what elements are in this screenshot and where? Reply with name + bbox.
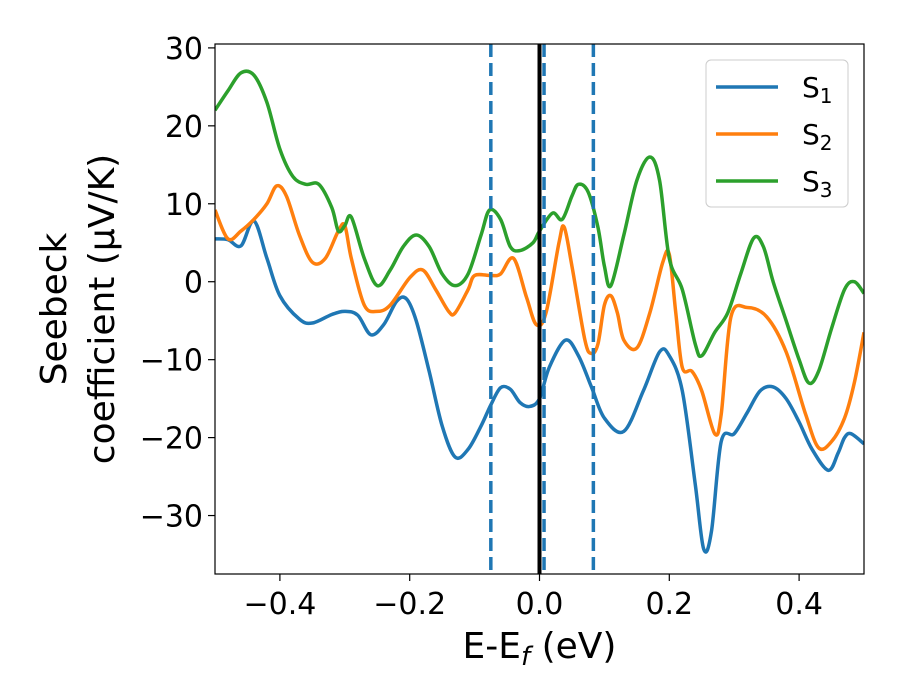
y-tick-label: 0 [184,266,203,301]
x-axis-title: E-Ef (eV) [463,626,617,672]
y-tick-label: 10 [165,188,203,223]
x-tick-label: −0.2 [373,587,446,622]
y-tick-label: −20 [140,422,203,457]
y-tick-label: 20 [165,110,203,145]
x-tick-label: −0.4 [243,587,316,622]
legend-label-s1: S1 [802,71,833,108]
y-axis-title-line1: Seebeck [34,232,75,385]
y-axis-title-line2: coefficient (μV/K) [82,154,123,464]
x-tick-label: 0.4 [775,587,823,622]
y-axis-title: Seebeck coefficient (μV/K) [34,154,123,464]
y-axis: −30 −20 −10 0 10 20 30 [140,32,215,535]
y-tick-label: −30 [140,500,203,535]
x-axis: −0.4 −0.2 0.0 0.2 0.4 [243,574,823,622]
legend-label-s3: S3 [802,165,833,202]
x-axis-title-unit: (eV) [530,626,616,667]
series-line-s2 [215,183,864,452]
x-axis-title-main: E-E [463,626,521,667]
vertical-markers [489,44,596,574]
y-tick-label: 30 [165,32,203,67]
legend-label-s2: S2 [802,118,833,155]
x-tick-label: 0.2 [645,587,693,622]
legend: S1 S2 S3 [705,59,849,208]
y-tick-label: −10 [140,344,203,379]
series-line-s3 [215,69,864,386]
x-tick-label: 0.0 [516,587,564,622]
